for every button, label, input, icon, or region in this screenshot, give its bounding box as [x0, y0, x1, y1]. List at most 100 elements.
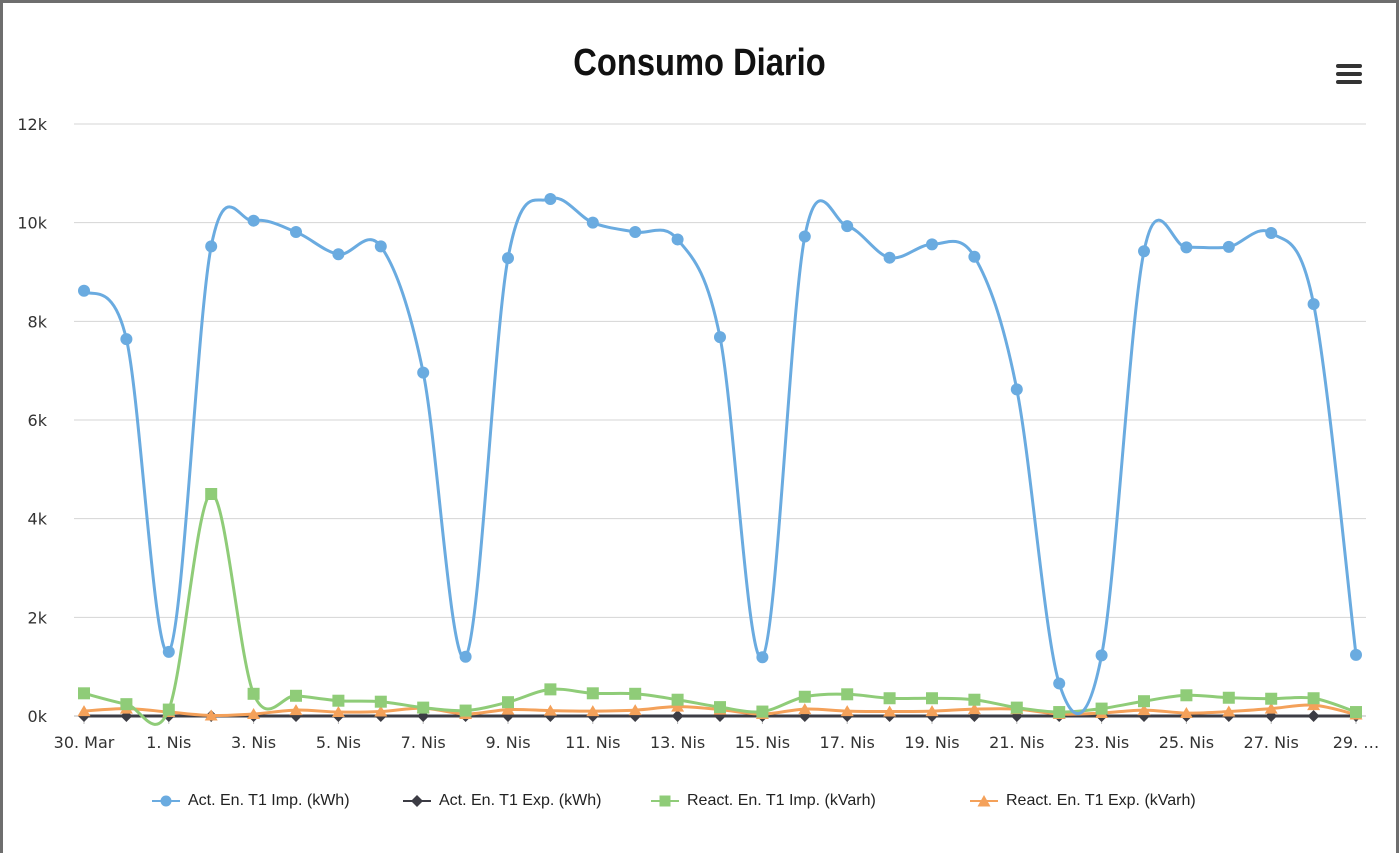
data-point[interactable]	[417, 701, 430, 714]
data-point[interactable]	[1222, 240, 1235, 253]
data-point[interactable]	[544, 683, 557, 696]
data-point[interactable]	[1138, 245, 1150, 258]
data-point[interactable]	[290, 226, 302, 239]
data-point[interactable]	[628, 704, 642, 716]
data-point[interactable]	[1138, 695, 1150, 708]
data-point[interactable]	[1053, 677, 1066, 690]
data-point[interactable]	[840, 705, 854, 717]
data-point[interactable]	[501, 703, 515, 715]
data-point[interactable]	[967, 703, 981, 715]
data-point[interactable]	[374, 705, 388, 717]
data-point[interactable]	[544, 192, 557, 205]
data-point[interactable]	[714, 701, 726, 714]
data-point[interactable]	[162, 645, 175, 658]
legend-triangle-marker-icon	[970, 795, 998, 807]
data-point[interactable]	[459, 704, 472, 717]
data-point[interactable]	[671, 233, 684, 246]
data-point[interactable]	[629, 687, 642, 700]
data-point[interactable]	[798, 230, 811, 243]
data-point[interactable]	[841, 220, 854, 233]
data-point[interactable]	[162, 703, 175, 716]
data-point[interactable]	[798, 690, 811, 703]
x-tick-label: 27. Nis	[1244, 733, 1299, 752]
data-point[interactable]	[586, 687, 599, 700]
x-tick-label: 7. Nis	[401, 733, 446, 752]
data-point[interactable]	[883, 705, 897, 717]
data-point[interactable]	[968, 693, 981, 706]
y-tick-label: 2k	[28, 608, 48, 627]
data-point[interactable]	[332, 694, 345, 707]
data-point[interactable]	[1264, 702, 1278, 714]
data-point[interactable]	[1180, 241, 1193, 254]
data-point[interactable]	[290, 689, 302, 702]
data-point[interactable]	[1095, 702, 1108, 715]
data-point[interactable]	[120, 333, 133, 346]
data-point[interactable]	[714, 331, 726, 344]
y-tick-label: 10k	[17, 214, 47, 233]
data-point[interactable]	[798, 703, 812, 715]
data-point[interactable]	[1222, 691, 1235, 704]
data-point[interactable]	[671, 710, 684, 722]
data-point[interactable]	[332, 248, 345, 261]
data-point[interactable]	[543, 704, 557, 716]
data-point[interactable]	[205, 240, 218, 253]
data-point[interactable]	[756, 651, 769, 664]
legend-item-react-exp[interactable]: React. En. T1 Exp. (kVarh)	[970, 786, 1196, 816]
y-axis-ticks: 0k 2k 4k 6k 8k 10k 12k	[17, 115, 47, 726]
data-point[interactable]	[205, 488, 218, 500]
data-point[interactable]	[1307, 699, 1321, 711]
data-point[interactable]	[671, 700, 685, 712]
data-point[interactable]	[926, 238, 938, 251]
data-point[interactable]	[374, 695, 387, 708]
data-point[interactable]	[926, 692, 938, 705]
data-point[interactable]	[756, 705, 769, 718]
data-point[interactable]	[1350, 648, 1362, 661]
y-tick-label: 0k	[28, 707, 48, 726]
data-point[interactable]	[1307, 692, 1320, 705]
data-point[interactable]	[459, 650, 472, 663]
data-point[interactable]	[1350, 706, 1362, 719]
data-point[interactable]	[374, 240, 387, 253]
data-point[interactable]	[77, 705, 91, 717]
data-point[interactable]	[502, 252, 514, 265]
data-point[interactable]	[1265, 692, 1278, 705]
data-point[interactable]	[671, 693, 684, 706]
data-point[interactable]	[925, 705, 939, 717]
x-tick-label: 19. Nis	[904, 733, 959, 752]
data-point[interactable]	[586, 216, 599, 229]
legend-item-react-imp[interactable]: React. En. T1 Imp. (kVarh)	[651, 786, 876, 816]
data-point[interactable]	[247, 214, 260, 227]
legend-item-act-exp[interactable]: Act. En. T1 Exp. (kWh)	[403, 786, 601, 816]
data-point[interactable]	[1010, 701, 1023, 714]
data-point[interactable]	[331, 706, 345, 718]
data-point[interactable]	[289, 704, 303, 716]
chart-title: Consumo Diario	[573, 42, 826, 84]
data-point[interactable]	[247, 687, 260, 700]
data-point[interactable]	[1179, 707, 1193, 719]
data-point[interactable]	[204, 709, 218, 721]
data-point[interactable]	[417, 366, 430, 379]
data-point[interactable]	[1180, 689, 1193, 702]
data-point[interactable]	[1137, 704, 1151, 716]
hamburger-menu-icon[interactable]	[1330, 60, 1370, 90]
data-point[interactable]	[1307, 710, 1320, 722]
data-point[interactable]	[78, 284, 90, 297]
data-point[interactable]	[247, 708, 261, 720]
data-point[interactable]	[586, 705, 600, 717]
data-point[interactable]	[841, 688, 854, 701]
data-point[interactable]	[968, 250, 981, 263]
data-point[interactable]	[1095, 649, 1108, 662]
data-point[interactable]	[120, 698, 133, 711]
data-point[interactable]	[78, 687, 90, 700]
data-point[interactable]	[1265, 227, 1278, 240]
data-point[interactable]	[502, 696, 514, 709]
data-point[interactable]	[1222, 705, 1236, 717]
data-point[interactable]	[883, 692, 896, 705]
data-point[interactable]	[883, 251, 896, 264]
data-point[interactable]	[1307, 298, 1320, 311]
data-point[interactable]	[1010, 383, 1023, 396]
legend-item-act-imp[interactable]: Act. En. T1 Imp. (kWh)	[152, 786, 350, 816]
data-point[interactable]	[1053, 706, 1066, 719]
data-point[interactable]	[629, 226, 642, 239]
x-tick-label: 5. Nis	[316, 733, 361, 752]
